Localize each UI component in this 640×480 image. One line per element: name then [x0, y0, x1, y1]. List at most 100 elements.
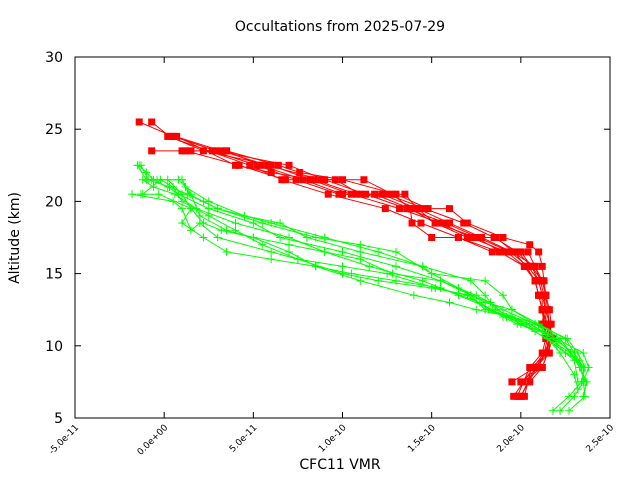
data-point	[513, 320, 522, 329]
data-point	[517, 392, 525, 400]
data-point	[147, 175, 156, 184]
data-point	[178, 175, 186, 184]
data-point	[338, 247, 347, 256]
data-point	[396, 205, 404, 213]
data-point	[408, 219, 416, 227]
data-point	[199, 219, 208, 228]
data-point	[169, 182, 178, 191]
data-point	[128, 190, 137, 199]
y-tick-label: 5	[54, 411, 63, 427]
data-point	[338, 269, 347, 278]
data-point	[466, 291, 475, 300]
data-point	[285, 240, 293, 249]
data-point	[178, 219, 186, 228]
data-point	[538, 363, 546, 371]
series-5	[171, 132, 553, 400]
data-point	[536, 277, 544, 285]
x-tick-label: 2.0e-10	[495, 423, 527, 455]
x-tick-label: 5.0e-11	[228, 423, 260, 455]
data-point	[564, 392, 573, 401]
data-point	[213, 233, 222, 242]
data-point	[235, 161, 243, 169]
data-point	[374, 247, 383, 256]
data-point	[421, 205, 429, 213]
data-point	[392, 262, 400, 271]
data-point	[278, 176, 286, 184]
data-point	[186, 226, 195, 235]
data-point	[296, 169, 304, 177]
data-point	[267, 255, 276, 264]
data-point	[472, 305, 481, 314]
data-point	[522, 320, 531, 329]
data-point	[573, 377, 582, 386]
data-point	[138, 190, 147, 199]
data-point	[204, 211, 213, 220]
data-point	[466, 276, 475, 285]
data-point	[154, 190, 163, 199]
y-tick-label: 20	[45, 194, 63, 210]
data-point	[311, 233, 320, 242]
series-15	[128, 190, 582, 386]
data-point	[335, 190, 343, 198]
data-point	[531, 262, 539, 270]
data-point	[392, 276, 400, 285]
data-point	[538, 306, 546, 314]
series-line	[140, 165, 590, 412]
data-point	[544, 349, 552, 357]
data-point	[548, 334, 557, 343]
data-point	[217, 147, 225, 155]
data-point	[133, 161, 142, 170]
series-line	[151, 179, 580, 361]
data-point	[431, 219, 439, 227]
data-point	[164, 132, 172, 140]
data-point	[481, 291, 490, 300]
data-point	[540, 277, 548, 285]
data-point	[222, 226, 231, 235]
data-point	[213, 204, 222, 213]
data-point	[424, 205, 432, 213]
data-point	[475, 298, 484, 307]
data-point	[356, 240, 365, 249]
data-point	[258, 240, 267, 249]
data-point	[204, 204, 213, 213]
data-point	[356, 276, 365, 285]
series-line	[132, 193, 579, 382]
data-point	[542, 291, 550, 299]
data-point	[178, 147, 186, 155]
data-point	[173, 132, 181, 140]
y-tick-label: 10	[45, 339, 63, 355]
data-point	[445, 298, 454, 307]
data-point	[519, 378, 527, 386]
data-point	[195, 211, 204, 220]
series-8	[173, 132, 552, 386]
data-point	[186, 190, 195, 199]
data-point	[264, 161, 272, 169]
data-point	[317, 176, 325, 184]
data-point	[409, 291, 418, 300]
series-1	[148, 118, 550, 400]
data-point	[499, 291, 507, 300]
data-point	[417, 219, 425, 227]
data-point	[535, 248, 543, 256]
data-point	[320, 233, 329, 242]
data-point	[492, 234, 500, 241]
data-point	[531, 363, 539, 371]
data-point	[142, 168, 151, 177]
data-point	[388, 269, 397, 278]
data-point	[276, 233, 285, 242]
x-axis-title: CFC11 VMR	[299, 457, 381, 473]
data-point	[538, 262, 546, 270]
data-point	[463, 219, 471, 227]
data-point	[581, 377, 590, 386]
data-point	[524, 248, 532, 256]
data-point	[510, 248, 518, 256]
data-point	[311, 262, 320, 271]
data-point	[231, 219, 240, 228]
data-point	[545, 306, 553, 314]
x-tick-label: 2.5e-10	[585, 423, 617, 455]
data-point	[276, 219, 285, 228]
data-point	[186, 204, 195, 213]
data-point	[222, 247, 231, 256]
data-point	[413, 205, 421, 213]
